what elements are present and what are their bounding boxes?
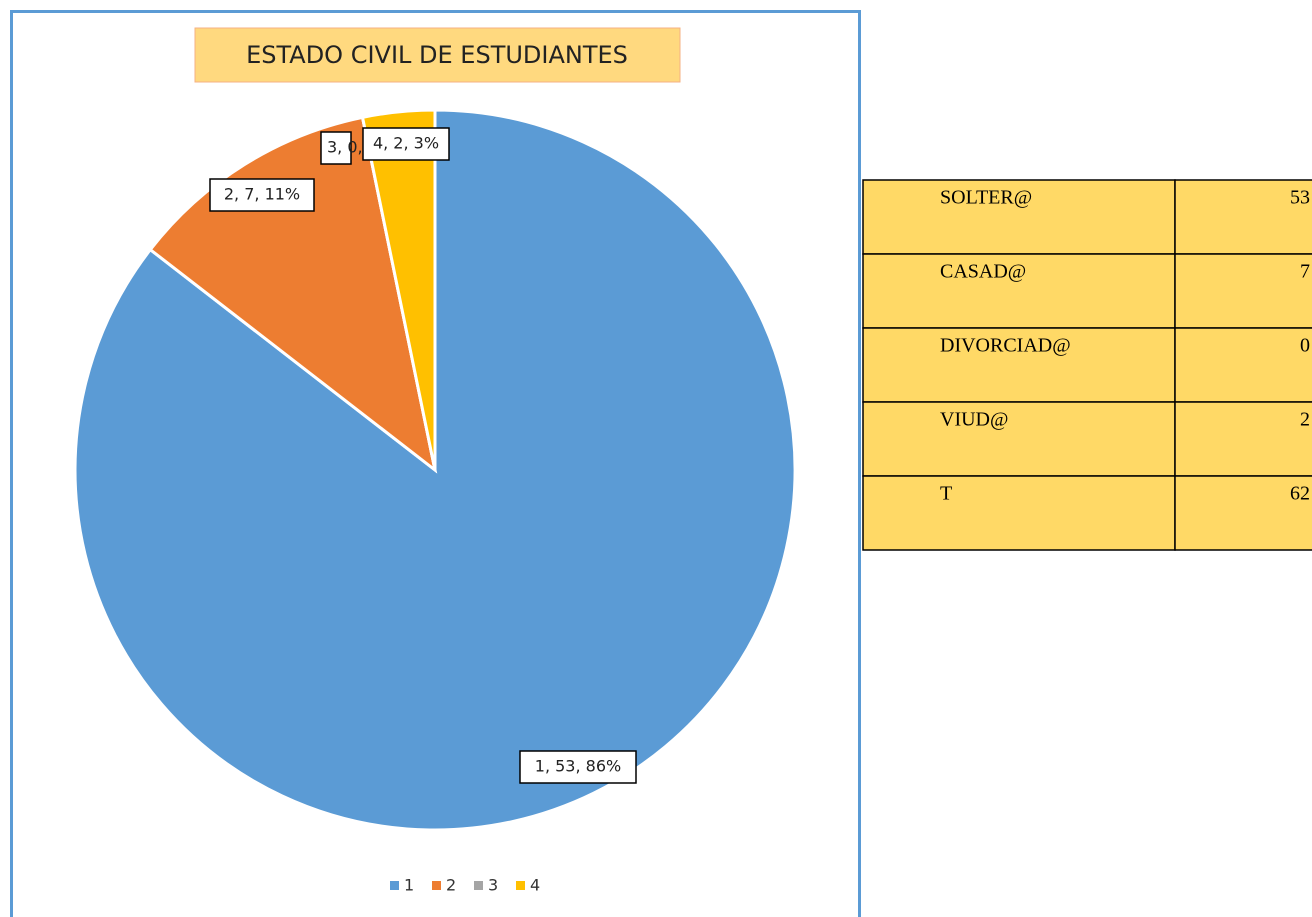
- pie-slice: [360, 108, 437, 471]
- table-label: SOLTER@: [940, 187, 1032, 209]
- legend-swatch: [474, 881, 483, 890]
- legend-label: 1: [404, 876, 414, 895]
- legend-swatch: [516, 881, 525, 890]
- data-label-box: [209, 178, 315, 212]
- table-value: 2: [1300, 409, 1310, 431]
- data-label-box: [362, 127, 450, 161]
- table-cell: [862, 327, 1176, 403]
- table-cell: [1174, 327, 1312, 403]
- title-box: [194, 27, 681, 83]
- table-label: VIUD@: [940, 409, 1008, 431]
- chart-title: ESTADO CIVIL DE ESTUDIANTES: [246, 41, 628, 69]
- table-cell: [862, 475, 1176, 551]
- data-label-box: [519, 750, 637, 784]
- table-value: 53: [1290, 187, 1310, 209]
- table-label: T: [940, 483, 952, 505]
- data-label: 4, 2, 3%: [373, 134, 439, 153]
- table-cell: [1174, 475, 1312, 551]
- table-value: 7: [1300, 261, 1310, 283]
- data-label-box: [320, 131, 352, 165]
- table-cell: [1174, 253, 1312, 329]
- legend-swatch: [432, 881, 441, 890]
- legend-swatch: [390, 881, 399, 890]
- table-label: DIVORCIAD@: [940, 335, 1071, 357]
- table-cell: [862, 401, 1176, 477]
- data-label: 1, 53, 86%: [535, 757, 621, 776]
- table-value: 0: [1300, 335, 1310, 357]
- table-cell: [1174, 401, 1312, 477]
- legend-label: 4: [530, 876, 540, 895]
- table-cell: [862, 253, 1176, 329]
- table-label: CASAD@: [940, 261, 1026, 283]
- table-cell: [1174, 179, 1312, 255]
- data-label: 2, 7, 11%: [224, 185, 300, 204]
- legend-label: 3: [488, 876, 498, 895]
- table-value: 62: [1290, 483, 1310, 505]
- legend-label: 2: [446, 876, 456, 895]
